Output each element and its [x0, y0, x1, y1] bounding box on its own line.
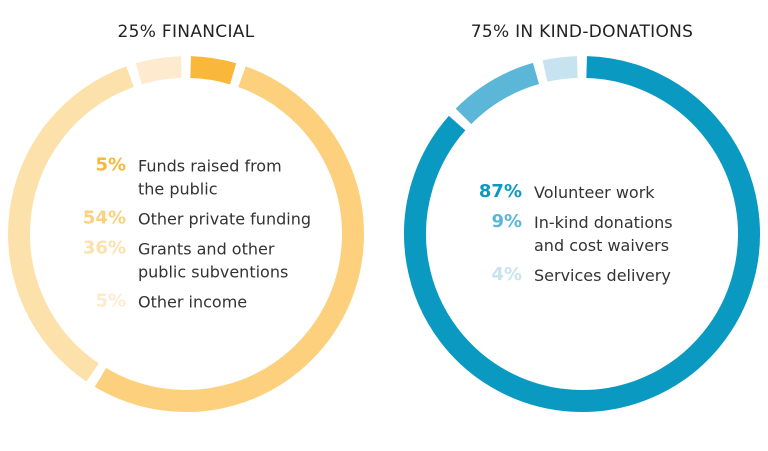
chart-title: 25% FINANCIAL	[117, 22, 255, 42]
legend: 5% Funds raised from the public 54% Other p…	[64, 148, 311, 321]
value-label: 54%	[82, 207, 126, 229]
legend-label: Services delivery	[534, 266, 671, 285]
legend-item: 4% Services delivery	[460, 264, 673, 287]
donut-segment	[135, 56, 182, 85]
legend-label: Other income	[138, 292, 248, 312]
legend-item: 5% Funds raised from the public	[64, 155, 311, 201]
legend-label: Volunteer work	[534, 183, 655, 202]
value-label: 4%	[491, 264, 522, 285]
legend-item: 87% Volunteer work	[460, 181, 673, 204]
donut-segment	[404, 56, 760, 412]
legend-item: 5% Other income	[64, 291, 311, 314]
donut-segment	[190, 56, 237, 85]
donut-segment	[8, 66, 134, 382]
value-label: 5%	[95, 290, 126, 312]
chart-title: 75% IN KIND-DONATIONS	[470, 22, 694, 42]
legend-label: Funds raised from the public	[138, 156, 282, 199]
legend-item: 36% Grants and other public subventions	[64, 238, 311, 284]
legend-label: Grants and other public subventions	[138, 239, 289, 282]
value-label: 5%	[95, 154, 126, 176]
legend-label: Other private funding	[138, 209, 311, 229]
donut-segment	[455, 62, 540, 125]
value-label: 9%	[491, 211, 522, 232]
legend-item: 54% Other private funding	[64, 208, 311, 231]
donut-segment	[542, 56, 578, 82]
donut-segment	[94, 66, 364, 412]
value-label: 87%	[478, 181, 522, 202]
value-label: 36%	[82, 237, 126, 259]
legend: 87% Volunteer work 9% In-kind donations and…	[460, 174, 673, 294]
legend-label: In-kind donations and cost waivers	[534, 213, 673, 255]
legend-item: 9% In-kind donations and cost waivers	[460, 211, 673, 257]
